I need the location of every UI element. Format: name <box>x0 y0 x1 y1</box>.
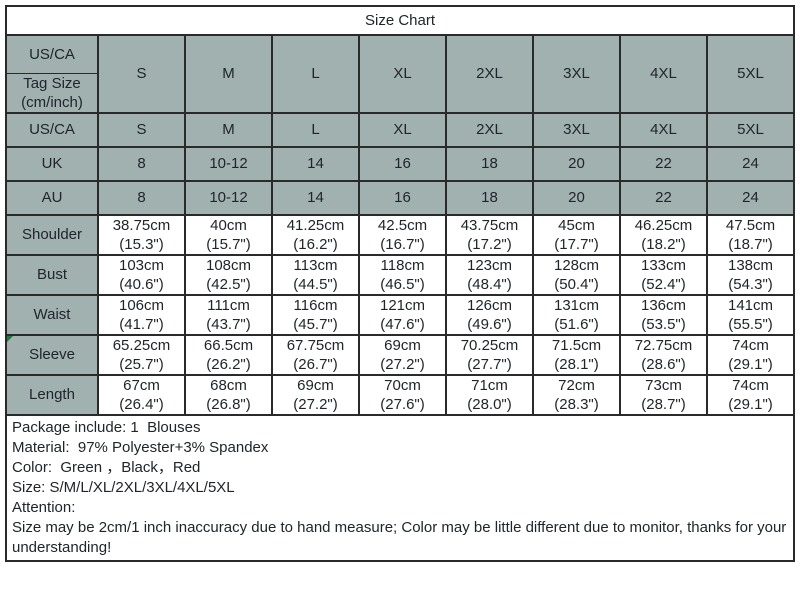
measure-cell: 74cm (29.1") <box>705 333 796 376</box>
measure-cell: 67cm (26.4") <box>97 373 186 416</box>
measure-cell: 71cm (28.0") <box>445 373 534 416</box>
measure-cell: 47.5cm (18.7") <box>705 213 796 256</box>
cell-comment-marker <box>7 335 13 342</box>
measure-cell: 123cm (48.4") <box>445 253 534 296</box>
measure-cell: 72.75cm (28.6") <box>619 333 708 376</box>
measure-cell: 108cm (42.5") <box>184 253 273 296</box>
measure-cell: 42.5cm (16.7") <box>358 213 447 256</box>
size-cell: 2XL <box>445 111 534 148</box>
measure-cell: 66.5cm (26.2") <box>184 333 273 376</box>
note-line-disclaimer: Size may be 2cm/1 inch inaccuracy due to… <box>12 518 791 556</box>
size-col-header: M <box>184 34 273 114</box>
measure-cell: 70cm (27.6") <box>358 373 447 416</box>
row-label-uk: UK <box>5 145 99 182</box>
measure-cell: 118cm (46.5") <box>358 253 447 296</box>
measure-cell: 126cm (49.6") <box>445 293 534 336</box>
measure-cell: 138cm (54.3") <box>705 253 796 296</box>
size-cell: 8 <box>97 179 186 216</box>
measure-cell: 131cm (51.6") <box>532 293 621 336</box>
measure-cell: 69cm (27.2") <box>271 373 360 416</box>
row-label-sleeve-text: Sleeve <box>29 346 75 363</box>
note-line-attention: Attention: <box>12 498 76 516</box>
measure-cell: 68cm (26.8") <box>184 373 273 416</box>
note-line-package: Package include: 1 Blouses <box>12 418 201 436</box>
row-label-waist: Waist <box>5 293 99 336</box>
measure-cell: 116cm (45.7") <box>271 293 360 336</box>
size-cell: 24 <box>705 179 796 216</box>
note-line-size: Size: S/M/L/XL/2XL/3XL/4XL/5XL <box>12 478 235 496</box>
measure-cell: 111cm (43.7") <box>184 293 273 336</box>
measure-cell: 43.75cm (17.2") <box>445 213 534 256</box>
size-cell: L <box>271 111 360 148</box>
corner-us-ca-label: US/CA <box>5 34 99 74</box>
size-col-header: 2XL <box>445 34 534 114</box>
row-label-shoulder: Shoulder <box>5 213 99 256</box>
size-chart-table: Size Chart US/CA S M L XL 2XL 3XL 4XL 5X… <box>4 5 796 562</box>
measure-cell: 67.75cm (26.7") <box>271 333 360 376</box>
size-cell: 16 <box>358 179 447 216</box>
measure-cell: 136cm (53.5") <box>619 293 708 336</box>
size-col-header: 3XL <box>532 34 621 114</box>
measure-cell: 141cm (55.5") <box>705 293 796 336</box>
measure-cell: 65.25cm (25.7") <box>97 333 186 376</box>
measure-cell: 106cm (41.7") <box>97 293 186 336</box>
row-label-usca: US/CA <box>5 111 99 148</box>
size-cell: 10-12 <box>184 145 273 182</box>
measure-cell: 74cm (29.1") <box>705 373 796 416</box>
size-col-header: XL <box>358 34 447 114</box>
note-line-color: Color: Green ，Black，Red <box>12 458 201 476</box>
size-cell: 8 <box>97 145 186 182</box>
measure-cell: 133cm (52.4") <box>619 253 708 296</box>
chart-title: Size Chart <box>4 5 796 36</box>
tag-size-label: Tag Size (cm/inch) <box>5 72 99 114</box>
size-cell: 14 <box>271 145 360 182</box>
size-col-header: S <box>97 34 186 114</box>
measure-cell: 72cm (28.3") <box>532 373 621 416</box>
measure-cell: 46.25cm (18.2") <box>619 213 708 256</box>
measure-cell: 40cm (15.7") <box>184 213 273 256</box>
size-cell: 18 <box>445 145 534 182</box>
note-line-material: Material: 97% Polyester+3% Spandex <box>12 438 269 456</box>
row-label-au: AU <box>5 179 99 216</box>
size-cell: 3XL <box>532 111 621 148</box>
size-cell: 4XL <box>619 111 708 148</box>
size-cell: 5XL <box>705 111 796 148</box>
product-notes: Package include: 1 Blouses Material: 97%… <box>4 413 796 562</box>
size-col-header: 5XL <box>705 34 796 114</box>
size-cell: XL <box>358 111 447 148</box>
size-cell: 20 <box>532 145 621 182</box>
size-cell: S <box>97 111 186 148</box>
measure-cell: 73cm (28.7") <box>619 373 708 416</box>
measure-cell: 121cm (47.6") <box>358 293 447 336</box>
size-cell: M <box>184 111 273 148</box>
row-label-length: Length <box>5 373 99 416</box>
size-cell: 10-12 <box>184 179 273 216</box>
measure-cell: 70.25cm (27.7") <box>445 333 534 376</box>
size-cell: 18 <box>445 179 534 216</box>
size-col-header: 4XL <box>619 34 708 114</box>
measure-cell: 45cm (17.7") <box>532 213 621 256</box>
size-cell: 14 <box>271 179 360 216</box>
size-cell: 24 <box>705 145 796 182</box>
size-col-header: L <box>271 34 360 114</box>
measure-cell: 69cm (27.2") <box>358 333 447 376</box>
row-label-sleeve: Sleeve <box>5 333 99 376</box>
measure-cell: 38.75cm (15.3") <box>97 213 186 256</box>
row-label-bust: Bust <box>5 253 99 296</box>
measure-cell: 113cm (44.5") <box>271 253 360 296</box>
measure-cell: 41.25cm (16.2") <box>271 213 360 256</box>
size-cell: 22 <box>619 179 708 216</box>
size-cell: 16 <box>358 145 447 182</box>
measure-cell: 71.5cm (28.1") <box>532 333 621 376</box>
size-cell: 22 <box>619 145 708 182</box>
size-cell: 20 <box>532 179 621 216</box>
measure-cell: 128cm (50.4") <box>532 253 621 296</box>
measure-cell: 103cm (40.6") <box>97 253 186 296</box>
